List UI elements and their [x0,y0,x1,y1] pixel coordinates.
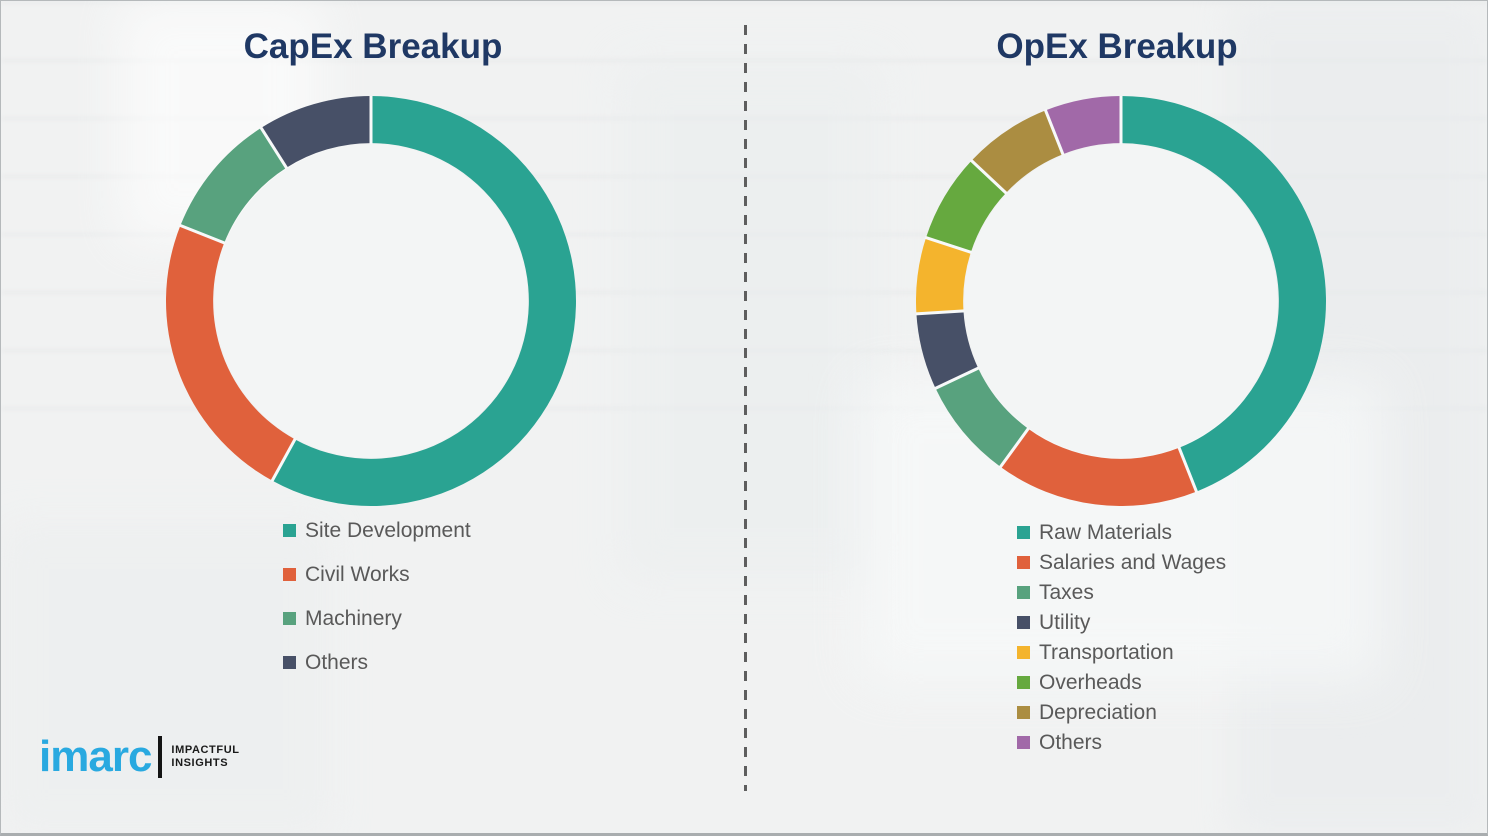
slice-separator [933,366,980,391]
legend-label: Utility [1039,610,1091,634]
slice-separator [178,223,226,245]
legend-label: Raw Materials [1039,520,1173,544]
legend-swatch-raw-materials [1017,525,1030,539]
slice-separator [259,126,289,170]
legend-label: Machinery [305,606,402,630]
opex-donut-chart [916,96,1326,506]
donut-slice-overheads [926,160,1006,253]
legend-label: Depreciation [1039,700,1157,724]
legend-swatch-taxes [1017,585,1030,599]
donut-slice-civil-works [166,225,295,481]
donut-hole [214,144,528,458]
legend-label: Others [1039,730,1103,754]
legend-swatch-site-development [283,523,296,537]
opex-section: OpEx Breakup Raw Materials Salaries and W… [745,1,1487,833]
slice-separator [998,427,1031,469]
imarc-logo: imarc IMPACTFUL INSIGHTS [39,735,240,779]
slice-separator [270,437,297,483]
legend-swatch-depreciation [1017,705,1030,719]
legend-label: Civil Works [305,562,410,586]
donut-slice-raw-materials [1121,96,1326,492]
legend-swatch-utility [1017,615,1030,629]
legend-item-salaries-and-wages: Salaries and Wages [1017,547,1226,577]
legend-swatch-others [1017,735,1030,749]
legend-label: Salaries and Wages [1039,550,1227,574]
legend-item-transportation: Transportation [1017,637,1226,667]
capex-donut-chart [166,96,576,506]
legend-label: Taxes [1039,580,1094,604]
donut-slice-others [261,96,371,168]
legend-item-others: Others [283,640,471,684]
capex-chart-title: CapEx Breakup [243,27,503,66]
opex-chart-title: OpEx Breakup [996,27,1238,66]
legend-label: Others [305,650,369,674]
donut-slice-site-development [272,96,576,506]
legend-item-machinery: Machinery [283,596,471,640]
capex-legend: Site Development Civil Works Machinery Othe… [283,508,471,684]
legend-swatch-others [283,655,296,669]
logo-tagline-line1: IMPACTFUL [171,744,240,756]
donut-slice-transportation [916,237,971,314]
logo-tagline: IMPACTFUL INSIGHTS [171,744,239,770]
slice-separator [924,235,973,254]
legend-item-taxes: Taxes [1017,577,1226,607]
legend-label: Site Development [305,518,471,542]
legend-item-raw-materials: Raw Materials [1017,517,1226,547]
donut-slice-machinery [180,127,287,243]
logo-tagline-line2: INSIGHTS [171,757,229,769]
donut-slice-others [1045,96,1121,155]
donut-slice-salaries-and-wages [1000,428,1197,506]
legend-item-civil-works: Civil Works [283,552,471,596]
donut-hole [964,144,1278,458]
donut-slice-utility [916,310,979,389]
opex-legend: Raw Materials Salaries and Wages Taxes Util… [1017,517,1226,757]
imarc-brand-text: imarc [39,732,152,781]
legend-item-depreciation: Depreciation [1017,697,1226,727]
slice-separator [969,158,1008,195]
capex-section: CapEx Breakup Site Development Civil Work… [1,1,745,833]
legend-swatch-overheads [1017,675,1030,689]
slice-separator [916,309,965,316]
donut-slice-depreciation [971,110,1063,193]
slice-separator [1177,446,1199,494]
legend-label: Overheads [1039,670,1142,694]
legend-label: Transportation [1039,640,1174,664]
logo-divider-bar [158,736,163,778]
vertical-dashed-divider [744,25,747,791]
legend-item-others: Others [1017,727,1226,757]
slice-separator [1043,108,1065,156]
legend-item-site-development: Site Development [283,508,471,552]
legend-swatch-salaries-and-wages [1017,555,1030,569]
donut-slice-taxes [935,368,1029,467]
legend-item-overheads: Overheads [1017,667,1226,697]
legend-swatch-transportation [1017,645,1030,659]
legend-item-utility: Utility [1017,607,1226,637]
legend-swatch-machinery [283,611,296,625]
legend-swatch-civil-works [283,567,296,581]
